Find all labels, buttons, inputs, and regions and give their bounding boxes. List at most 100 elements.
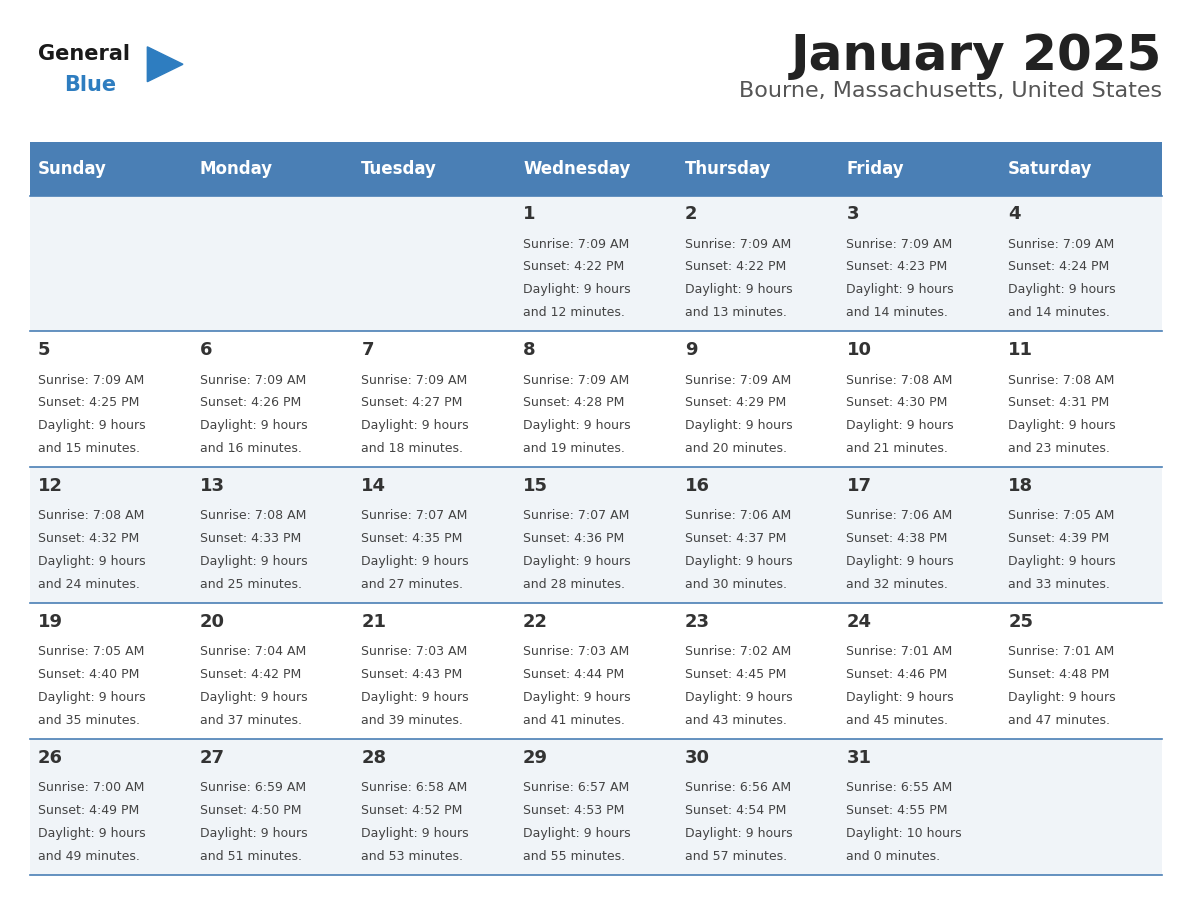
Text: Daylight: 9 hours: Daylight: 9 hours [523, 691, 631, 704]
Text: Sunset: 4:30 PM: Sunset: 4:30 PM [847, 397, 948, 409]
Text: Sunrise: 7:07 AM: Sunrise: 7:07 AM [361, 509, 468, 522]
Text: Sunrise: 7:01 AM: Sunrise: 7:01 AM [1009, 645, 1114, 658]
Text: 10: 10 [847, 341, 872, 359]
Text: Daylight: 9 hours: Daylight: 9 hours [38, 555, 145, 568]
Text: 15: 15 [523, 476, 548, 495]
Text: Daylight: 9 hours: Daylight: 9 hours [847, 555, 954, 568]
Text: Sunset: 4:38 PM: Sunset: 4:38 PM [847, 532, 948, 545]
Text: and 25 minutes.: and 25 minutes. [200, 577, 302, 591]
Text: and 33 minutes.: and 33 minutes. [1009, 577, 1110, 591]
Text: Wednesday: Wednesday [523, 160, 631, 178]
Text: Daylight: 9 hours: Daylight: 9 hours [523, 555, 631, 568]
Text: Sunrise: 7:09 AM: Sunrise: 7:09 AM [1009, 238, 1114, 251]
Text: 29: 29 [523, 748, 548, 767]
Text: Sunset: 4:39 PM: Sunset: 4:39 PM [1009, 532, 1110, 545]
Text: Sunset: 4:22 PM: Sunset: 4:22 PM [523, 261, 624, 274]
Text: Daylight: 9 hours: Daylight: 9 hours [200, 420, 308, 432]
Text: Daylight: 10 hours: Daylight: 10 hours [847, 827, 962, 840]
Bar [30, 467, 1162, 603]
Text: Sunset: 4:26 PM: Sunset: 4:26 PM [200, 397, 301, 409]
Text: Daylight: 9 hours: Daylight: 9 hours [1009, 420, 1116, 432]
Text: Sunrise: 7:09 AM: Sunrise: 7:09 AM [684, 238, 791, 251]
Text: 31: 31 [847, 748, 872, 767]
Text: Daylight: 9 hours: Daylight: 9 hours [684, 555, 792, 568]
Text: and 0 minutes.: and 0 minutes. [847, 849, 941, 863]
Text: Sunrise: 7:02 AM: Sunrise: 7:02 AM [684, 645, 791, 658]
Text: Daylight: 9 hours: Daylight: 9 hours [847, 284, 954, 297]
Text: Sunset: 4:42 PM: Sunset: 4:42 PM [200, 668, 301, 681]
Text: Sunset: 4:36 PM: Sunset: 4:36 PM [523, 532, 624, 545]
Text: 4: 4 [1009, 205, 1020, 223]
Text: and 12 minutes.: and 12 minutes. [523, 306, 625, 319]
Text: Daylight: 9 hours: Daylight: 9 hours [361, 827, 469, 840]
Text: Sunrise: 7:06 AM: Sunrise: 7:06 AM [847, 509, 953, 522]
Text: Sunset: 4:24 PM: Sunset: 4:24 PM [1009, 261, 1110, 274]
Text: 2: 2 [684, 205, 697, 223]
Text: Tuesday: Tuesday [361, 160, 437, 178]
Text: Sunrise: 7:06 AM: Sunrise: 7:06 AM [684, 509, 791, 522]
Bar [353, 142, 514, 196]
Text: Sunset: 4:40 PM: Sunset: 4:40 PM [38, 668, 139, 681]
Text: Sunrise: 6:58 AM: Sunrise: 6:58 AM [361, 781, 468, 794]
Text: and 24 minutes.: and 24 minutes. [38, 577, 140, 591]
Text: and 23 minutes.: and 23 minutes. [1009, 442, 1110, 455]
Bar [30, 142, 191, 196]
Text: and 19 minutes.: and 19 minutes. [523, 442, 625, 455]
Text: and 15 minutes.: and 15 minutes. [38, 442, 140, 455]
Text: Sunset: 4:25 PM: Sunset: 4:25 PM [38, 397, 139, 409]
Text: Daylight: 9 hours: Daylight: 9 hours [200, 691, 308, 704]
Text: Sunset: 4:50 PM: Sunset: 4:50 PM [200, 804, 301, 817]
Bar [839, 142, 1000, 196]
Text: Sunrise: 7:05 AM: Sunrise: 7:05 AM [38, 645, 144, 658]
Text: Sunset: 4:46 PM: Sunset: 4:46 PM [847, 668, 948, 681]
Text: Daylight: 9 hours: Daylight: 9 hours [523, 827, 631, 840]
Text: 12: 12 [38, 476, 63, 495]
Text: Daylight: 9 hours: Daylight: 9 hours [361, 555, 469, 568]
Text: Sunrise: 6:56 AM: Sunrise: 6:56 AM [684, 781, 791, 794]
Text: and 53 minutes.: and 53 minutes. [361, 849, 463, 863]
Text: and 27 minutes.: and 27 minutes. [361, 577, 463, 591]
Bar [1000, 142, 1162, 196]
Text: 30: 30 [684, 748, 709, 767]
Text: Sunrise: 7:09 AM: Sunrise: 7:09 AM [523, 238, 630, 251]
Text: Sunrise: 7:09 AM: Sunrise: 7:09 AM [200, 374, 305, 386]
Text: 23: 23 [684, 612, 709, 631]
Text: 8: 8 [523, 341, 536, 359]
Text: Daylight: 9 hours: Daylight: 9 hours [200, 555, 308, 568]
Text: Daylight: 9 hours: Daylight: 9 hours [361, 691, 469, 704]
Text: Sunrise: 7:05 AM: Sunrise: 7:05 AM [1009, 509, 1114, 522]
Text: 17: 17 [847, 476, 872, 495]
Text: 1: 1 [523, 205, 536, 223]
Text: and 30 minutes.: and 30 minutes. [684, 577, 786, 591]
Text: Daylight: 9 hours: Daylight: 9 hours [1009, 284, 1116, 297]
Text: 6: 6 [200, 341, 211, 359]
Text: 5: 5 [38, 341, 50, 359]
Text: and 47 minutes.: and 47 minutes. [1009, 713, 1111, 727]
Text: Friday: Friday [847, 160, 904, 178]
Text: Daylight: 9 hours: Daylight: 9 hours [523, 420, 631, 432]
Text: Sunrise: 7:03 AM: Sunrise: 7:03 AM [361, 645, 468, 658]
Text: and 20 minutes.: and 20 minutes. [684, 442, 786, 455]
Text: Sunrise: 6:57 AM: Sunrise: 6:57 AM [523, 781, 630, 794]
Text: 22: 22 [523, 612, 548, 631]
Text: Sunset: 4:48 PM: Sunset: 4:48 PM [1009, 668, 1110, 681]
Text: Sunrise: 7:00 AM: Sunrise: 7:00 AM [38, 781, 144, 794]
Text: Sunset: 4:55 PM: Sunset: 4:55 PM [847, 804, 948, 817]
Text: and 57 minutes.: and 57 minutes. [684, 849, 786, 863]
Bar [30, 603, 1162, 739]
Text: Daylight: 9 hours: Daylight: 9 hours [1009, 555, 1116, 568]
Text: 11: 11 [1009, 341, 1034, 359]
Text: Sunrise: 7:08 AM: Sunrise: 7:08 AM [200, 509, 305, 522]
Text: Sunrise: 7:08 AM: Sunrise: 7:08 AM [1009, 374, 1114, 386]
Text: and 35 minutes.: and 35 minutes. [38, 713, 140, 727]
Text: and 39 minutes.: and 39 minutes. [361, 713, 463, 727]
Text: Daylight: 9 hours: Daylight: 9 hours [523, 284, 631, 297]
Text: Daylight: 9 hours: Daylight: 9 hours [684, 691, 792, 704]
Text: Daylight: 9 hours: Daylight: 9 hours [684, 827, 792, 840]
Bar [30, 331, 1162, 467]
Text: Saturday: Saturday [1009, 160, 1093, 178]
Text: Sunrise: 7:03 AM: Sunrise: 7:03 AM [523, 645, 630, 658]
Text: Daylight: 9 hours: Daylight: 9 hours [200, 827, 308, 840]
Text: Daylight: 9 hours: Daylight: 9 hours [684, 284, 792, 297]
Text: 3: 3 [847, 205, 859, 223]
